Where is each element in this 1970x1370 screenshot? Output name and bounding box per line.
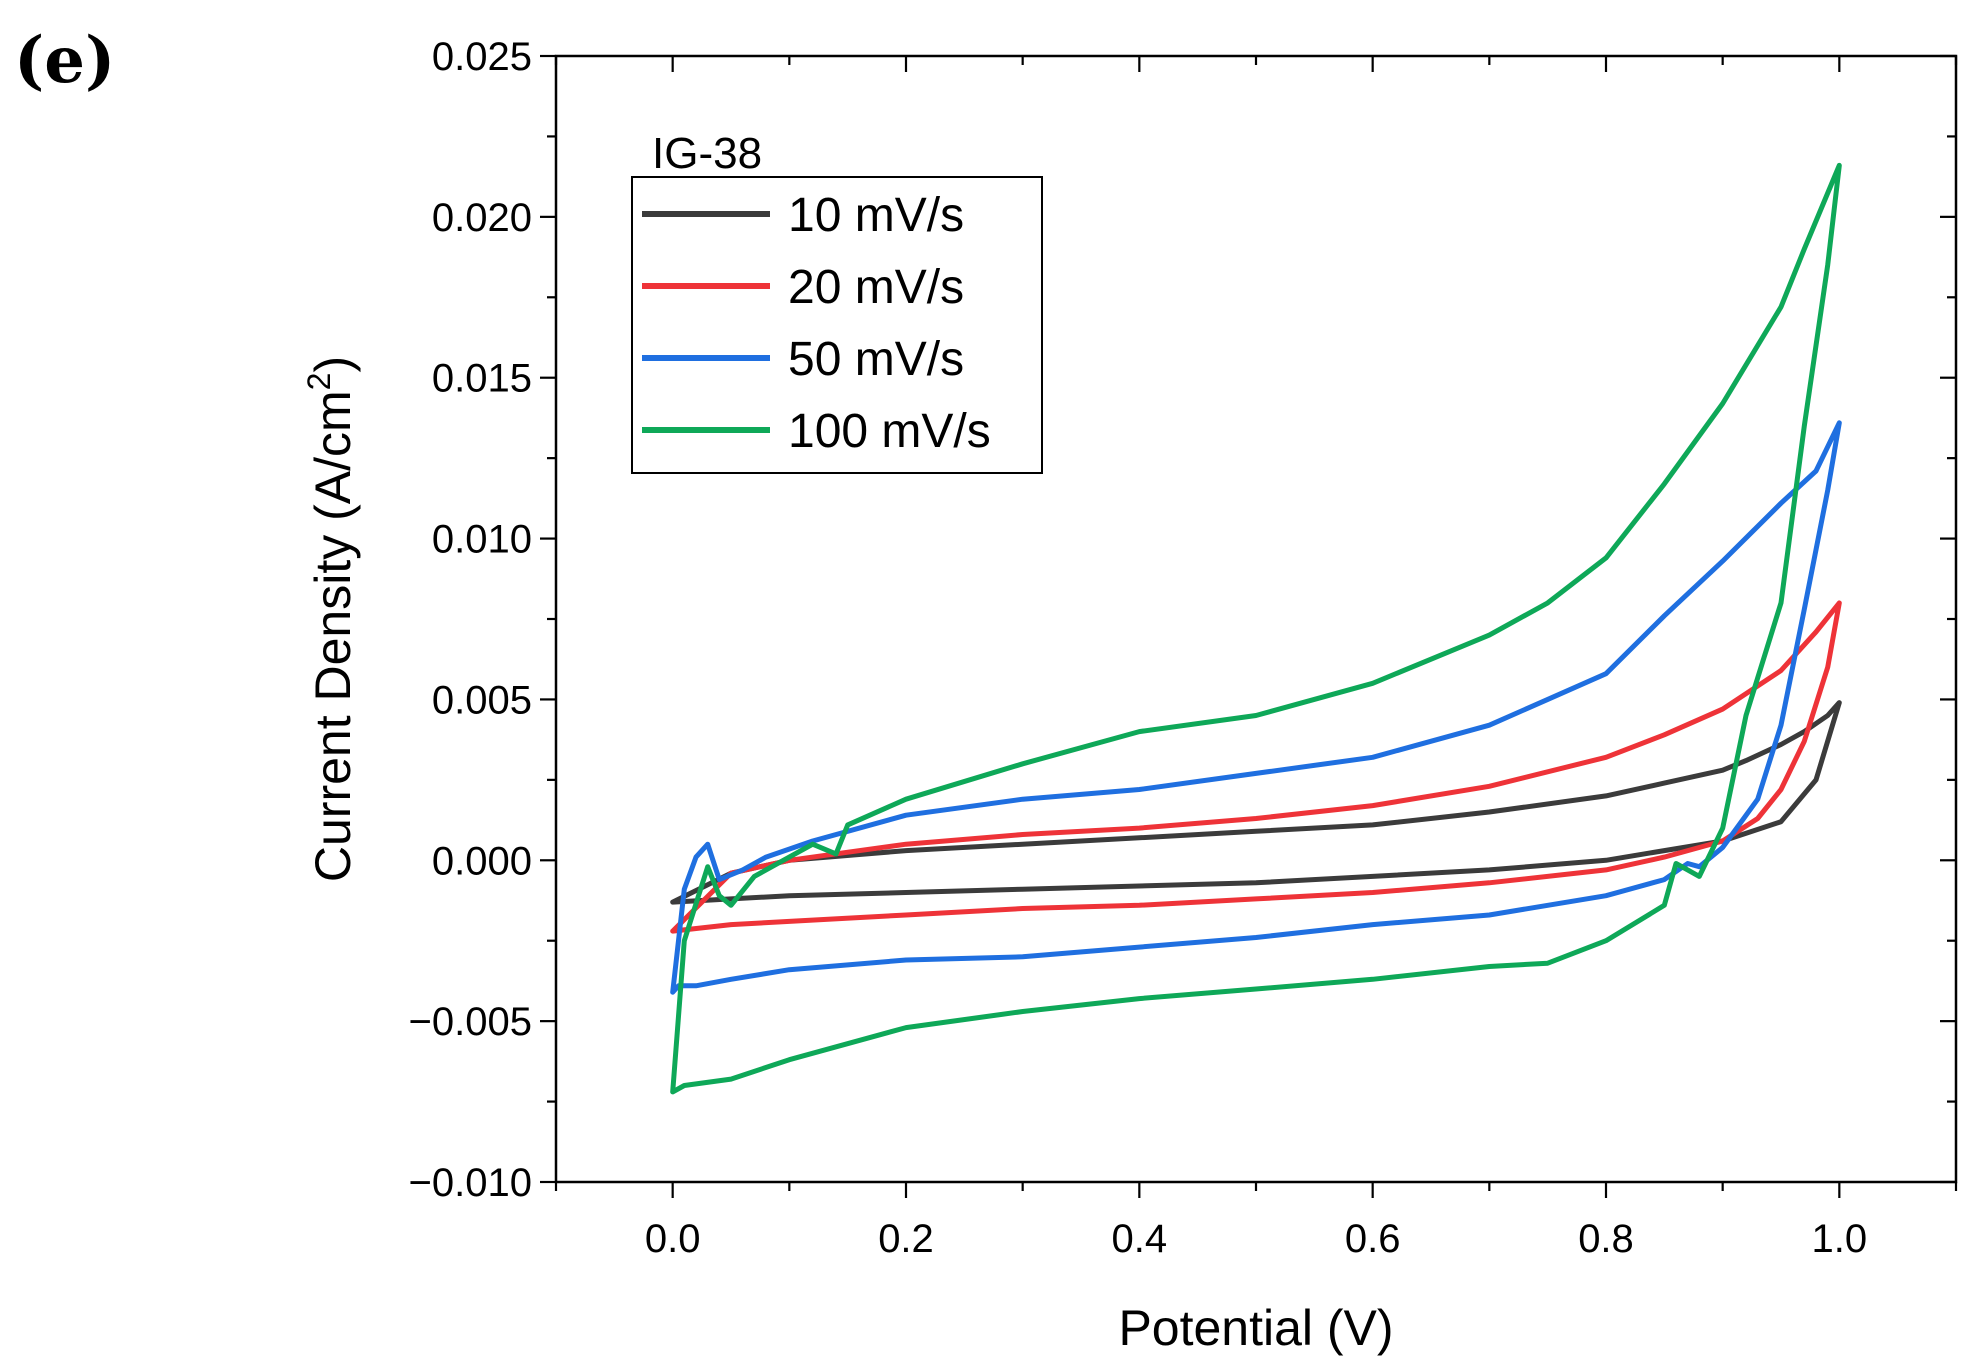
y-axis-title: Current Density (A/cm2) [301,356,361,882]
x-axis-ticks: 0.0 0.2 0.4 0.6 0.8 1.0 [554,56,1958,1261]
legend-title: IG-38 [652,129,762,178]
x-tick-label: 0.0 [645,1217,701,1261]
legend: IG-38 10 mV/s 20 mV/s 50 mV/s 100 mV/s [631,129,1043,474]
x-tick-label: 0.6 [1345,1217,1401,1261]
series-line-3 [670,420,1842,995]
y-tick-label: 0.005 [432,678,532,722]
y-tick-label: 0.025 [432,35,532,79]
y-tick-label: −0.010 [409,1161,532,1205]
y-axis-title-main: Current Density (A/cm [305,390,361,882]
legend-label: 100 mV/s [788,405,991,458]
legend-entries: 10 mV/s 20 mV/s 50 mV/s 100 mV/s [642,189,991,458]
y-axis-title-close: ) [305,356,361,373]
x-tick-label: 0.8 [1578,1217,1634,1261]
series-line-2 [670,600,1842,934]
legend-box [631,176,1043,474]
x-tick-label: 0.2 [878,1217,934,1261]
x-axis-title: Potential (V) [1118,1300,1393,1356]
legend-label: 20 mV/s [788,261,964,314]
y-tick-label: 0.015 [432,357,532,401]
x-tick-label: 1.0 [1812,1217,1868,1261]
x-tick-label: 0.4 [1112,1217,1168,1261]
y-tick-label: 0.010 [432,518,532,562]
y-tick-label: 0.000 [432,839,532,883]
y-axis-title-superscript: 2 [301,373,337,391]
legend-label: 50 mV/s [788,333,964,386]
series-line-1 [670,700,1842,905]
y-axis-ticks: −0.010 −0.005 0.000 0.005 0.010 0.015 0.020 0.0… [409,35,1956,1205]
panel-label: (e) [14,23,115,98]
series-layer [670,162,1842,1095]
legend-label: 10 mV/s [788,189,964,242]
series-line-4 [670,162,1842,1095]
y-tick-label: 0.020 [432,196,532,240]
y-tick-label: −0.005 [409,1000,532,1044]
